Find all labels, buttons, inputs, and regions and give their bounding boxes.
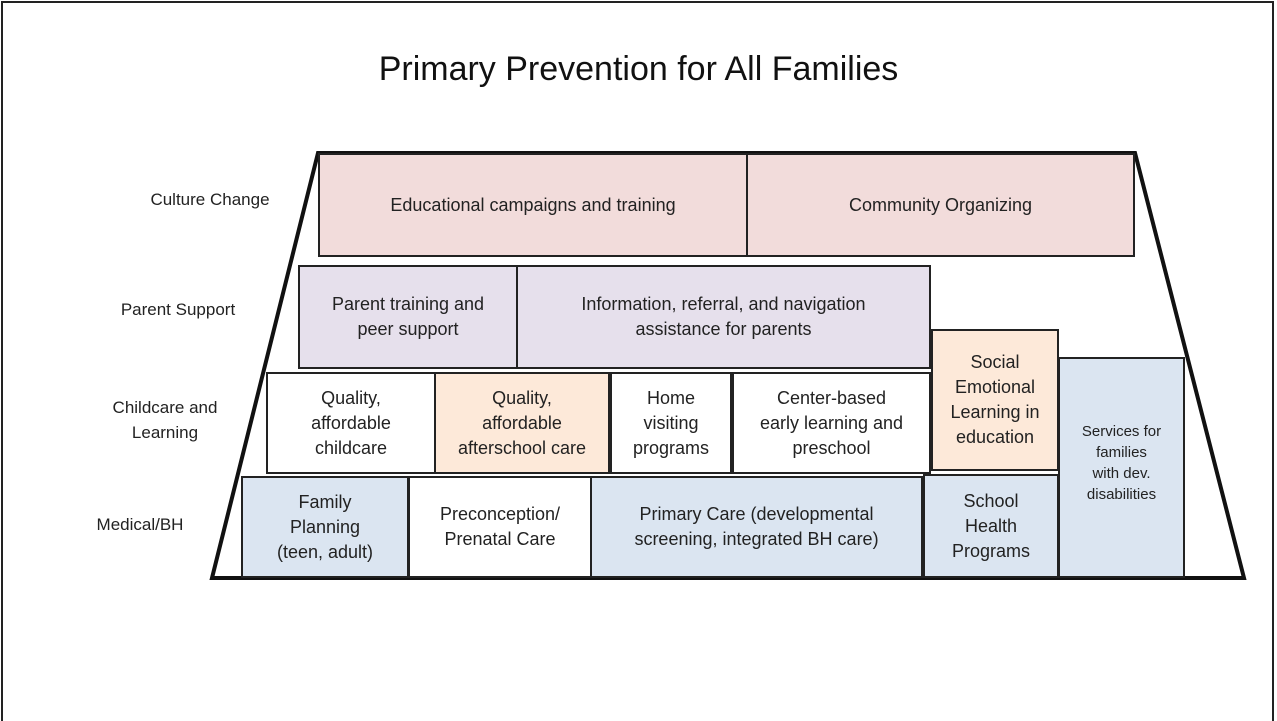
box: Community Organizing xyxy=(746,153,1135,257)
box: Services for families with dev. disabilitie… xyxy=(1058,357,1185,578)
text-line: School xyxy=(963,490,1019,511)
box: Quality, affordable childcare xyxy=(266,372,436,474)
box: Social Emotional Learning in education xyxy=(931,329,1059,471)
box: Preconception/Prenatal Care xyxy=(408,476,592,578)
text-line: Home xyxy=(646,387,695,408)
text-line: Quality, xyxy=(492,387,552,408)
text-line: (teen, adult) xyxy=(276,541,374,562)
box: Parent training and peer support xyxy=(298,265,518,369)
row-label: Culture Change xyxy=(130,187,290,212)
text-line: Preconception/ xyxy=(439,504,561,524)
text-line: preschool xyxy=(792,437,871,458)
text-line: Information, referral, and navigation xyxy=(581,294,866,314)
text-line: Learning in xyxy=(950,402,1040,422)
text-line: Services for xyxy=(1081,423,1162,440)
row-label: Medical/BH xyxy=(70,512,210,537)
box: Information, referral, and navigation ass… xyxy=(516,265,931,369)
box: Home visiting programs xyxy=(610,372,732,474)
text-line: Social xyxy=(970,352,1020,372)
text-line: with dev. xyxy=(1092,465,1151,482)
text-line: Culture Change xyxy=(150,190,270,209)
text-line: Quality, xyxy=(321,387,381,408)
box: Center-based early learning and preschool xyxy=(732,372,931,474)
text-line: afterschool care xyxy=(457,437,587,458)
text-line: Parent Support xyxy=(120,300,236,319)
text-line: Emotional xyxy=(954,377,1036,397)
text-line: Health xyxy=(964,515,1018,536)
text-line: families xyxy=(1096,444,1147,461)
text-line: visiting xyxy=(643,412,699,433)
text-line: affordable xyxy=(482,412,562,433)
text-line: Community Organizing xyxy=(848,194,1033,215)
text-line: screening, integrated BH care) xyxy=(634,529,879,549)
text-line: Programs xyxy=(951,540,1031,561)
box: Family Planning (teen, adult) xyxy=(241,476,409,578)
text-line: affordable xyxy=(311,412,391,433)
text-line: Parent training and xyxy=(331,294,485,314)
title: Primary Prevention for All Families xyxy=(378,50,899,88)
box: Educational campaigns and training xyxy=(318,153,748,257)
row-label: Parent Support xyxy=(90,297,266,322)
text-line: Prenatal Care xyxy=(444,529,556,549)
box: Primary Care (developmental screening, in… xyxy=(590,476,923,578)
text-line: Learning xyxy=(131,423,199,442)
text-line: Primary Care (developmental xyxy=(639,504,874,524)
text-line: education xyxy=(955,427,1035,447)
row-label: Childcare and Learning xyxy=(80,395,250,445)
text-line: programs xyxy=(632,437,710,458)
text-line: peer support xyxy=(357,319,459,339)
text-line: Planning xyxy=(289,516,361,537)
text-line: assistance for parents xyxy=(635,319,812,339)
text-line: Educational campaigns and training xyxy=(390,194,676,215)
text-line: early learning and xyxy=(759,412,904,433)
box: Quality, affordable afterschool care xyxy=(434,372,610,474)
text-line: Family xyxy=(298,491,352,512)
text-line: Medical/BH xyxy=(96,515,184,534)
text-line: childcare xyxy=(314,437,388,458)
text-line: Center-based xyxy=(776,387,887,408)
text-line: disabilities xyxy=(1086,486,1157,503)
box: School Health Programs xyxy=(923,474,1059,578)
text-line: Childcare and xyxy=(112,398,218,417)
